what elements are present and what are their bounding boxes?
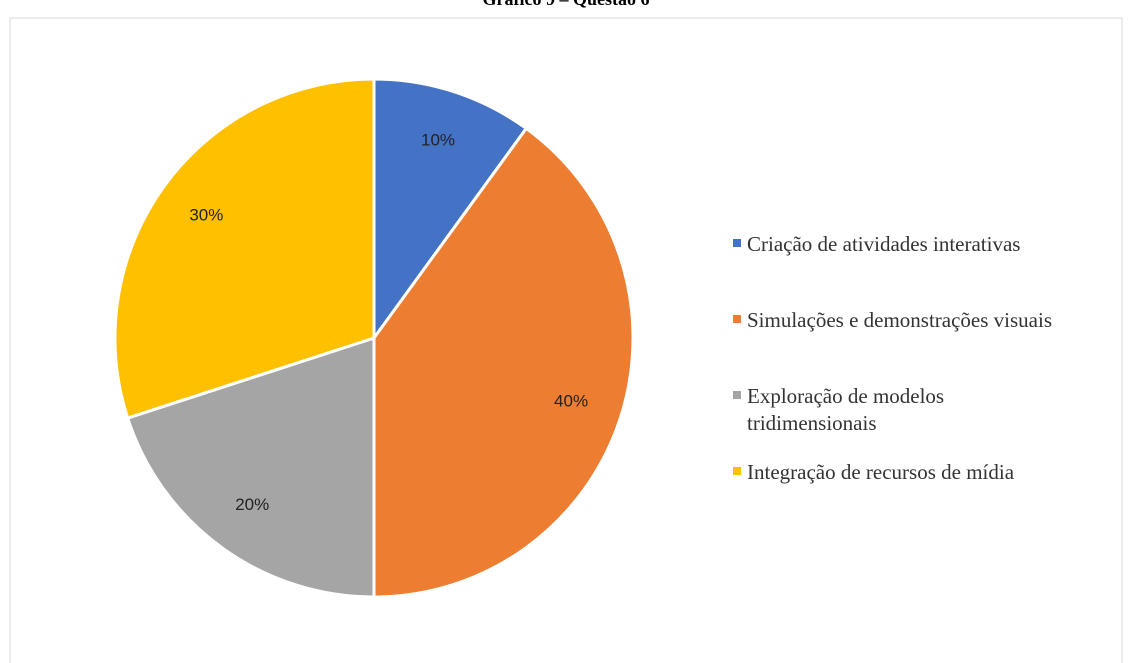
data-label: 20%: [235, 495, 269, 514]
chart-title: Gráfico 9 – Questão 6: [483, 0, 650, 9]
pie-slice: [125, 335, 376, 599]
legend-swatch: [733, 391, 741, 399]
legend-label: Exploração de modelos tridimensionais: [747, 384, 945, 435]
pie-slice: [113, 77, 376, 420]
data-label: 40%: [554, 392, 588, 411]
legend-item: Simulações e demonstrações visuais: [733, 307, 1053, 334]
pie-slice: [372, 77, 529, 343]
chart-frame: [9, 17, 1123, 663]
pie-slice: [372, 126, 635, 599]
legend-item: Criação de atividades interativas: [733, 231, 1053, 258]
legend-swatch: [733, 467, 741, 475]
legend-swatch: [733, 239, 741, 247]
legend-label: Criação de atividades interativas: [747, 232, 1021, 256]
data-label: 10%: [421, 130, 455, 149]
legend-label: Simulações e demonstrações visuais: [747, 308, 1053, 332]
legend-item: Integração de recursos de mídia: [733, 459, 1053, 486]
legend-swatch: [733, 315, 741, 323]
data-label: 30%: [189, 206, 223, 225]
legend-label: Integração de recursos de mídia: [747, 460, 1015, 484]
legend-item: Exploração de modelos tridimensionais: [733, 383, 1053, 437]
